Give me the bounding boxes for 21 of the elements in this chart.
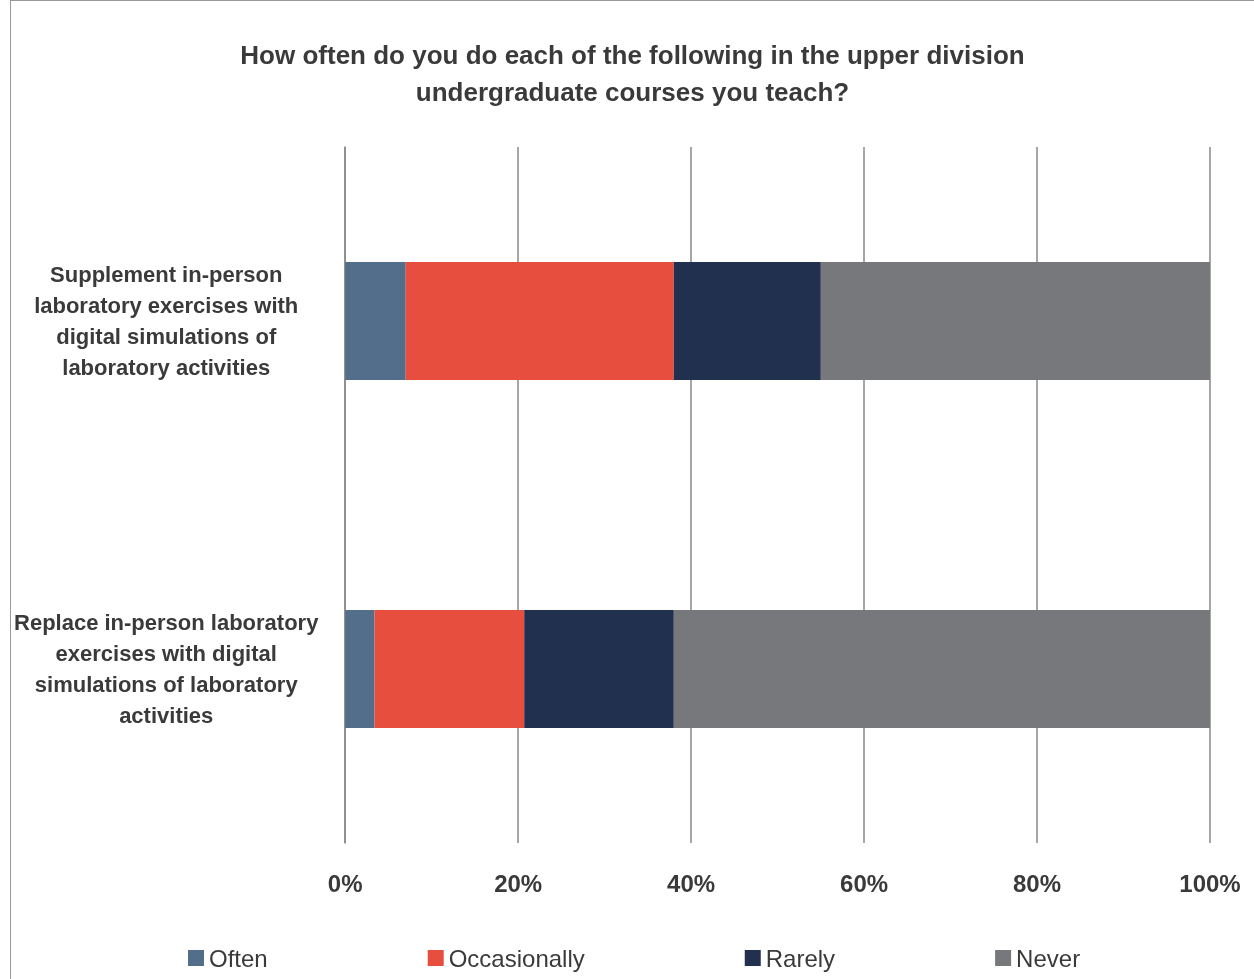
bar — [345, 262, 406, 380]
x-tick-label: 0% — [327, 869, 363, 897]
legend-label: Often — [209, 944, 268, 972]
legend-label: Never — [1016, 944, 1081, 972]
bar — [345, 610, 375, 728]
bar — [673, 262, 821, 380]
y-tick-label: Replace in-person laboratory exercises with digital simulations of laboratory activities — [14, 610, 320, 728]
legend-label: Rarely — [765, 944, 836, 972]
chart-title: How often do you do each of the following in the upper division undergraduate courses you teach? — [240, 39, 1025, 107]
x-tick-label: 100% — [1179, 869, 1241, 897]
x-tick-label: 20% — [494, 869, 543, 897]
x-tick-label: 40% — [667, 869, 716, 897]
x-tick-label: 60% — [840, 869, 889, 897]
bar — [524, 610, 674, 728]
legend-label: Occasionally — [448, 944, 585, 972]
x-tick-label: 80% — [1013, 869, 1062, 897]
y-tick-label: Supplement in-person laboratory exercises with digital simulations of laboratory activities — [34, 262, 299, 380]
bar — [820, 262, 1210, 380]
bar — [673, 610, 1210, 728]
bar — [405, 262, 674, 380]
bar — [374, 610, 525, 728]
